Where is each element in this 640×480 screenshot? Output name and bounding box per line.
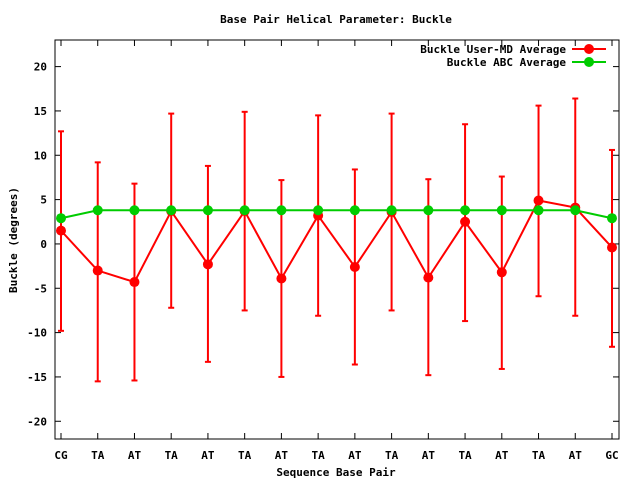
data-point-series-2 bbox=[607, 213, 617, 224]
data-point-series-2 bbox=[239, 205, 250, 216]
data-point-series-2 bbox=[349, 205, 360, 216]
x-tick-label: GC bbox=[605, 449, 618, 462]
plot-frame bbox=[54, 39, 620, 440]
x-tick-label: AT bbox=[128, 449, 142, 462]
data-point-series-1 bbox=[349, 261, 360, 272]
x-tick-label: AT bbox=[422, 449, 436, 462]
x-tick-label: TA bbox=[458, 449, 472, 462]
data-point-series-2 bbox=[56, 213, 66, 224]
x-tick-label: CG bbox=[54, 449, 68, 462]
y-tick-label: 20 bbox=[34, 61, 47, 74]
data-point-series-1 bbox=[56, 225, 66, 236]
y-tick-label: 0 bbox=[40, 238, 47, 251]
y-axis-label: Buckle (degrees) bbox=[7, 187, 20, 293]
x-tick-label: AT bbox=[569, 449, 583, 462]
x-axis: CG TA AT TA AT TA AT TA AT TA AT TA AT TA AT GC bbox=[54, 40, 619, 462]
series-points bbox=[56, 195, 617, 288]
y-tick-label: -10 bbox=[27, 327, 47, 340]
y-tick-label: -15 bbox=[27, 371, 47, 384]
legend-marker bbox=[584, 57, 594, 67]
x-tick-label: AT bbox=[201, 449, 215, 462]
legend-label: Buckle ABC Average bbox=[447, 56, 567, 69]
y-tick-label: 5 bbox=[40, 194, 47, 207]
series-lines bbox=[60, 199, 613, 284]
x-tick-label: TA bbox=[238, 449, 252, 462]
data-point-series-2 bbox=[202, 205, 213, 216]
data-point-series-2 bbox=[570, 205, 581, 216]
y-tick-label: -20 bbox=[27, 415, 47, 428]
y-tick-label: 10 bbox=[34, 149, 47, 162]
data-point-series-2 bbox=[423, 205, 434, 216]
data-point-series-2 bbox=[313, 205, 324, 216]
data-point-series-2 bbox=[276, 205, 287, 216]
data-point-series-1 bbox=[129, 277, 140, 288]
data-point-series-2 bbox=[386, 205, 397, 216]
chart-title: Base Pair Helical Parameter: Buckle bbox=[220, 13, 452, 26]
data-point-series-1 bbox=[423, 272, 434, 283]
data-point-series-2 bbox=[533, 205, 544, 216]
legend-marker bbox=[584, 44, 594, 54]
data-point-series-2 bbox=[92, 205, 103, 216]
x-tick-label: TA bbox=[385, 449, 399, 462]
y-tick-label: -5 bbox=[34, 282, 47, 295]
x-tick-label: TA bbox=[312, 449, 326, 462]
data-point-series-2 bbox=[129, 205, 140, 216]
x-tick-label: TA bbox=[91, 449, 105, 462]
data-point-series-2 bbox=[166, 205, 177, 216]
data-point-series-2 bbox=[496, 205, 507, 216]
data-point-series-2 bbox=[460, 205, 471, 216]
x-tick-label: AT bbox=[348, 449, 362, 462]
x-tick-label: TA bbox=[532, 449, 546, 462]
legend-label: Buckle User-MD Average bbox=[420, 43, 566, 56]
data-point-series-1 bbox=[607, 242, 617, 253]
x-tick-label: AT bbox=[495, 449, 509, 462]
x-axis-label: Sequence Base Pair bbox=[276, 466, 396, 479]
data-point-series-1 bbox=[276, 273, 287, 284]
data-point-series-1 bbox=[460, 216, 471, 227]
data-point-series-1 bbox=[202, 259, 213, 270]
y-tick-label: 15 bbox=[34, 105, 47, 118]
data-point-series-1 bbox=[533, 195, 544, 206]
data-point-series-1 bbox=[496, 267, 507, 278]
y-axis: -20 -15 -10 -5 0 5 10 15 20 bbox=[27, 61, 619, 428]
x-tick-label: AT bbox=[275, 449, 289, 462]
data-point-series-1 bbox=[92, 265, 103, 276]
series-line-1 bbox=[60, 199, 613, 284]
x-tick-label: TA bbox=[165, 449, 179, 462]
series-line-2 bbox=[60, 209, 613, 220]
